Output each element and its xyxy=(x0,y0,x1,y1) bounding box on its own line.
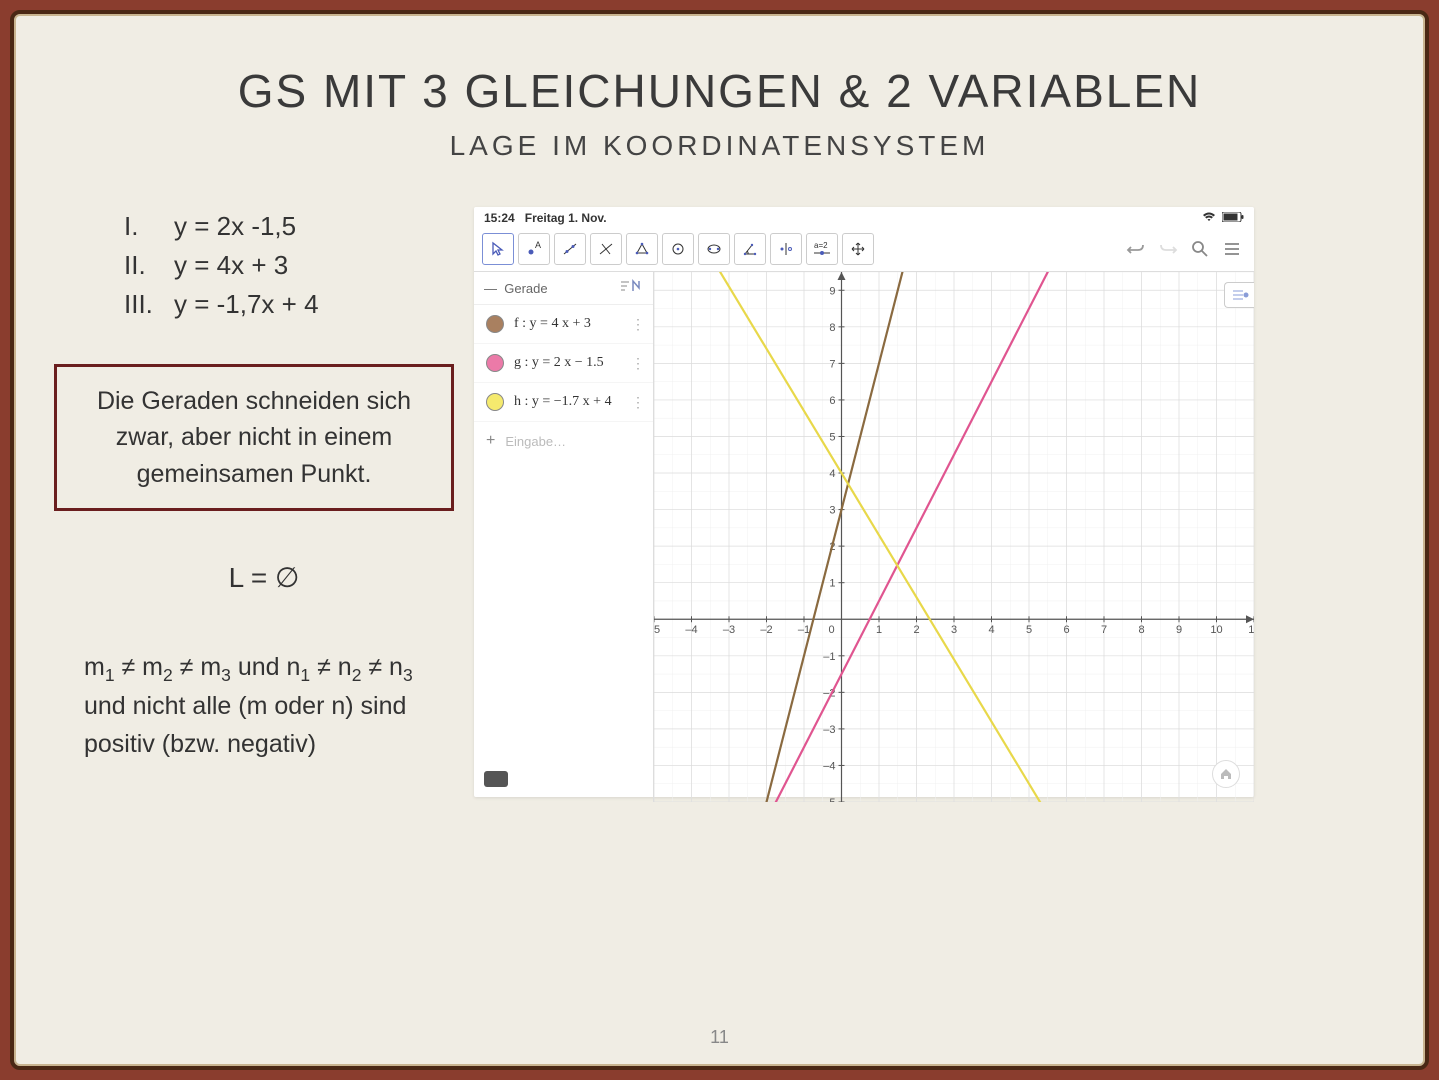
tool-pointer[interactable] xyxy=(482,233,514,265)
status-time: 15:24 xyxy=(484,211,515,225)
svg-text:4: 4 xyxy=(988,624,994,636)
svg-text:–4: –4 xyxy=(685,624,697,636)
menu-button[interactable] xyxy=(1218,235,1246,263)
eq-formula: y = 2x -1,5 xyxy=(174,207,296,246)
item-formula: g : y = 2 x − 1.5 xyxy=(514,355,621,371)
slide-subtitle: LAGE IM KOORDINATENSYSTEM xyxy=(84,130,1355,162)
svg-text:–3: –3 xyxy=(823,724,835,736)
left-column: I. y = 2x -1,5 II. y = 4x + 3 III. y = -… xyxy=(84,207,444,797)
content-row: I. y = 2x -1,5 II. y = 4x + 3 III. y = -… xyxy=(84,207,1355,797)
svg-text:3: 3 xyxy=(951,624,957,636)
tool-circle[interactable] xyxy=(662,233,694,265)
eq-roman: III. xyxy=(124,285,159,324)
svg-text:1: 1 xyxy=(876,624,882,636)
svg-text:–3: –3 xyxy=(723,624,735,636)
tool-move[interactable] xyxy=(842,233,874,265)
redo-button[interactable] xyxy=(1154,235,1182,263)
status-bar: 15:24 Freitag 1. Nov. xyxy=(474,207,1254,227)
svg-text:8: 8 xyxy=(829,322,835,334)
algebra-item[interactable]: h : y = −1.7 x + 4 ⋮ xyxy=(474,383,653,422)
geogebra-screenshot: 15:24 Freitag 1. Nov. xyxy=(474,207,1254,797)
visibility-dot[interactable] xyxy=(486,315,504,333)
eq-formula: y = 4x + 3 xyxy=(174,246,288,285)
tool-polygon[interactable] xyxy=(626,233,658,265)
slide-title: GS MIT 3 GLEICHUNGEN & 2 VARIABLEN xyxy=(84,64,1355,118)
graph-area[interactable]: –5–4–3–2–101234567891011–5–4–3–2–1123456… xyxy=(654,272,1254,802)
svg-text:11: 11 xyxy=(1248,624,1254,636)
equation-list: I. y = 2x -1,5 II. y = 4x + 3 III. y = -… xyxy=(84,207,444,324)
page-number: 11 xyxy=(710,1027,729,1048)
status-left: 15:24 Freitag 1. Nov. xyxy=(484,211,607,225)
visibility-dot[interactable] xyxy=(486,393,504,411)
wifi-icon xyxy=(1202,211,1216,225)
tool-angle[interactable] xyxy=(734,233,766,265)
svg-text:7: 7 xyxy=(829,358,835,370)
algebra-item[interactable]: f : y = 4 x + 3 ⋮ xyxy=(474,305,653,344)
geogebra-body: — Gerade f : y = 4 x + 3 ⋮ g xyxy=(474,272,1254,802)
svg-text:–4: –4 xyxy=(823,760,835,772)
graph-svg: –5–4–3–2–101234567891011–5–4–3–2–1123456… xyxy=(654,272,1254,802)
status-date: Freitag 1. Nov. xyxy=(525,211,607,225)
svg-text:7: 7 xyxy=(1101,624,1107,636)
svg-text:A: A xyxy=(535,241,541,250)
svg-text:1: 1 xyxy=(829,578,835,590)
tool-slider[interactable]: a=2 xyxy=(806,233,838,265)
undo-button[interactable] xyxy=(1122,235,1150,263)
slide: GS MIT 3 GLEICHUNGEN & 2 VARIABLEN LAGE … xyxy=(10,10,1429,1070)
item-formula: h : y = −1.7 x + 4 xyxy=(514,394,621,410)
svg-text:2: 2 xyxy=(913,624,919,636)
settings-tab[interactable] xyxy=(1224,282,1254,308)
item-menu-icon[interactable]: ⋮ xyxy=(631,355,645,372)
home-button[interactable] xyxy=(1212,760,1240,788)
solution-set: L = ∅ xyxy=(84,561,444,594)
status-right xyxy=(1202,211,1244,225)
item-formula: f : y = 4 x + 3 xyxy=(514,316,621,332)
eq-formula: y = -1,7x + 4 xyxy=(174,285,319,324)
item-menu-icon[interactable]: ⋮ xyxy=(631,316,645,333)
svg-text:–1: –1 xyxy=(823,651,835,663)
tool-ellipse[interactable] xyxy=(698,233,730,265)
algebra-panel: — Gerade f : y = 4 x + 3 ⋮ g xyxy=(474,272,654,802)
svg-text:6: 6 xyxy=(1063,624,1069,636)
svg-text:10: 10 xyxy=(1210,624,1222,636)
input-placeholder: Eingabe… xyxy=(505,434,566,449)
sort-icon[interactable] xyxy=(619,278,643,298)
eq-roman: II. xyxy=(124,246,159,285)
tool-reflect[interactable] xyxy=(770,233,802,265)
svg-text:9: 9 xyxy=(829,285,835,297)
svg-text:9: 9 xyxy=(1176,624,1182,636)
algebra-item[interactable]: g : y = 2 x − 1.5 ⋮ xyxy=(474,344,653,383)
svg-text:5: 5 xyxy=(829,431,835,443)
search-button[interactable] xyxy=(1186,235,1214,263)
visibility-dot[interactable] xyxy=(486,354,504,372)
battery-icon xyxy=(1222,211,1244,225)
svg-text:–5: –5 xyxy=(654,624,660,636)
tool-perpendicular[interactable] xyxy=(590,233,622,265)
tool-line[interactable] xyxy=(554,233,586,265)
algebra-header: — Gerade xyxy=(474,272,653,305)
svg-text:–1: –1 xyxy=(798,624,810,636)
svg-text:5: 5 xyxy=(1026,624,1032,636)
svg-text:4: 4 xyxy=(829,468,835,480)
plus-icon: + xyxy=(486,432,495,450)
right-column: 15:24 Freitag 1. Nov. xyxy=(474,207,1355,797)
svg-text:–2: –2 xyxy=(760,624,772,636)
svg-text:a=2: a=2 xyxy=(814,241,828,250)
svg-text:–5: –5 xyxy=(823,797,835,802)
svg-text:6: 6 xyxy=(829,395,835,407)
algebra-title: Gerade xyxy=(504,281,547,296)
svg-text:8: 8 xyxy=(1138,624,1144,636)
algebra-input[interactable]: + Eingabe… xyxy=(474,422,653,460)
svg-text:0: 0 xyxy=(828,624,834,636)
toolbar: A a=2 xyxy=(474,227,1254,272)
tool-point[interactable]: A xyxy=(518,233,550,265)
keyboard-icon[interactable] xyxy=(484,771,508,787)
item-menu-icon[interactable]: ⋮ xyxy=(631,394,645,411)
eq-roman: I. xyxy=(124,207,159,246)
highlight-box: Die Geraden schneiden sich zwar, aber ni… xyxy=(54,364,454,511)
condition-text: m1 ≠ m2 ≠ m3 und n1 ≠ n2 ≠ n3 und nicht … xyxy=(84,649,444,763)
svg-text:3: 3 xyxy=(829,505,835,517)
